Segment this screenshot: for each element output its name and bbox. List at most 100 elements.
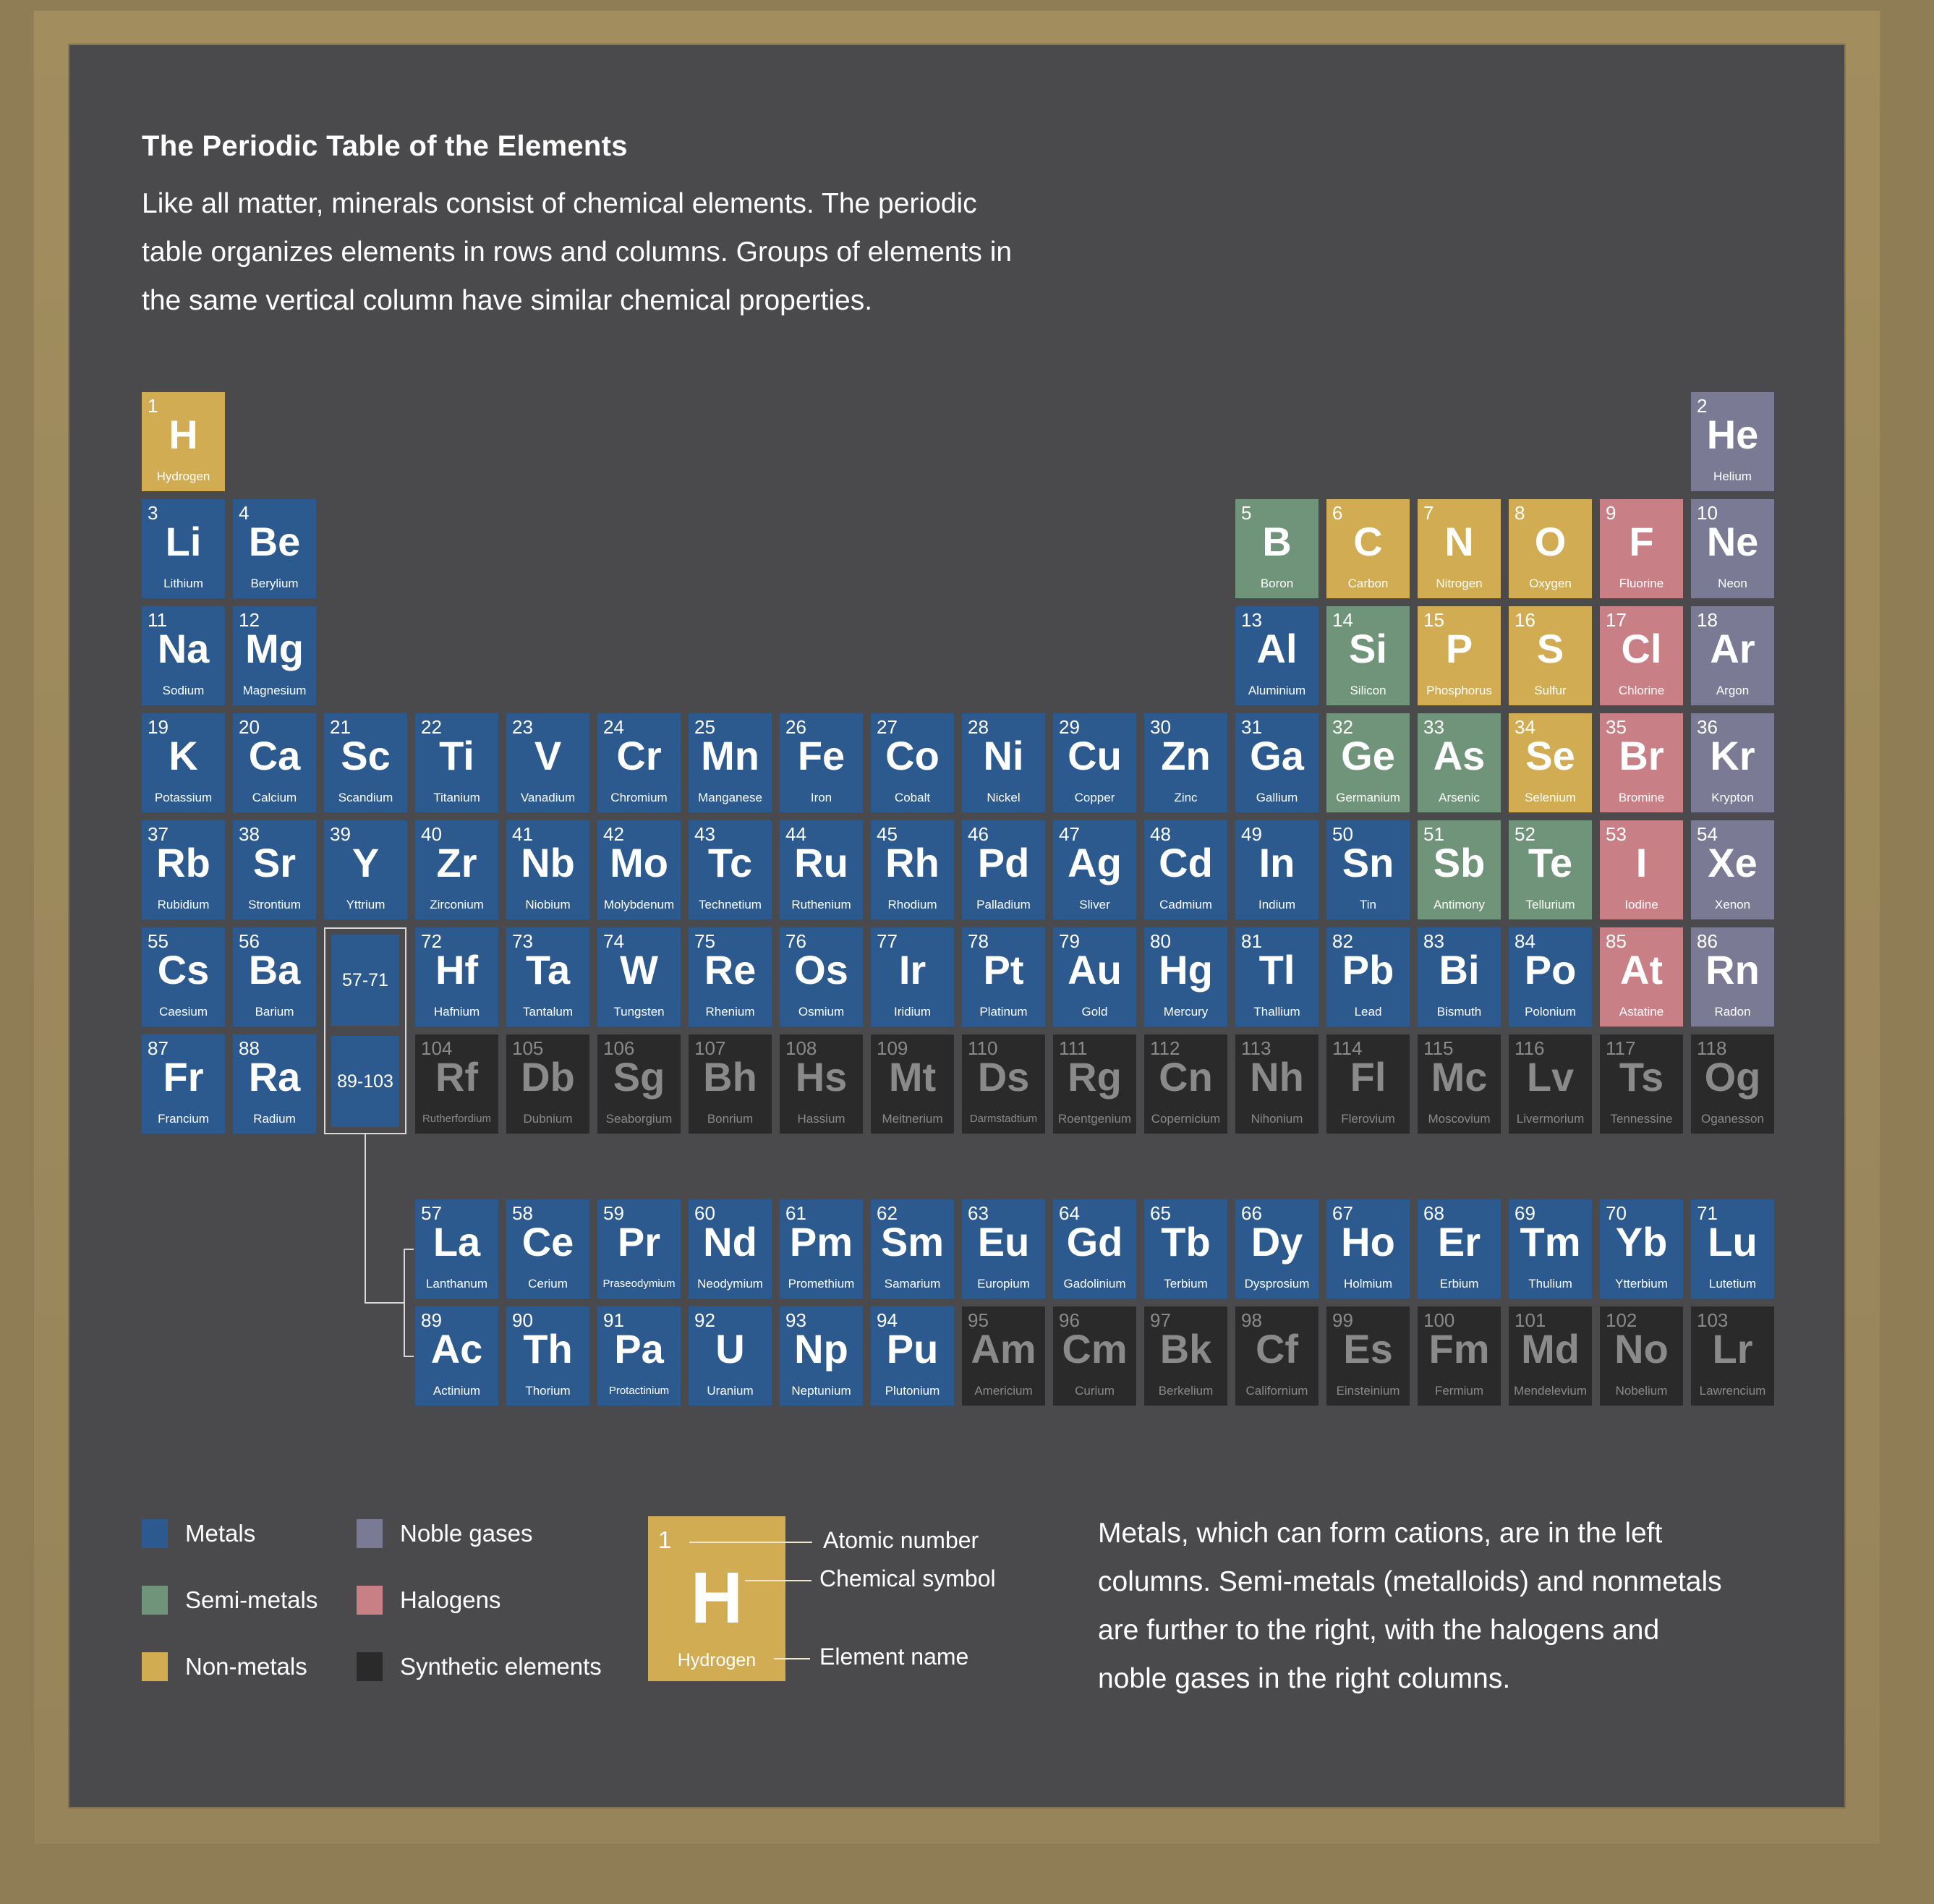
element-cell-bromine[interactable]: 35 Br Bromine: [1600, 713, 1683, 812]
element-cell-hydrogen[interactable]: 1 H Hydrogen: [142, 392, 225, 491]
element-cell-nickel[interactable]: 28 Ni Nickel: [962, 713, 1045, 812]
actinide-series-box[interactable]: 89-103: [331, 1036, 399, 1127]
element-cell-thorium[interactable]: 90 Th Thorium: [506, 1306, 589, 1406]
element-cell-nobelium[interactable]: 102 No Nobelium: [1600, 1306, 1683, 1406]
element-cell-rutherfordium[interactable]: 104 Rf Rutherfordium: [415, 1034, 498, 1134]
element-cell-oxygen[interactable]: 8 O Oxygen: [1509, 499, 1592, 598]
element-cell-gadolinium[interactable]: 64 Gd Gadolinium: [1053, 1199, 1136, 1299]
element-cell-thulium[interactable]: 69 Tm Thulium: [1509, 1199, 1592, 1299]
element-cell-niobium[interactable]: 41 Nb Niobium: [506, 820, 589, 919]
element-cell-osmium[interactable]: 76 Os Osmium: [780, 927, 863, 1027]
element-cell-promethium[interactable]: 61 Pm Promethium: [780, 1199, 863, 1299]
lanthanide-series-box[interactable]: 57-71: [331, 935, 399, 1026]
element-cell-copernicium[interactable]: 112 Cn Copernicium: [1144, 1034, 1227, 1134]
element-cell-radon[interactable]: 86 Rn Radon: [1691, 927, 1774, 1027]
element-cell-mendelevium[interactable]: 101 Md Mendelevium: [1509, 1306, 1592, 1406]
element-cell-iron[interactable]: 26 Fe Iron: [780, 713, 863, 812]
element-cell-oganesson[interactable]: 118 Og Oganesson: [1691, 1034, 1774, 1134]
element-cell-copper[interactable]: 29 Cu Copper: [1053, 713, 1136, 812]
element-cell-berkelium[interactable]: 97 Bk Berkelium: [1144, 1306, 1227, 1406]
element-cell-neon[interactable]: 10 Ne Neon: [1691, 499, 1774, 598]
element-cell-mercury[interactable]: 80 Hg Mercury: [1144, 927, 1227, 1027]
element-cell-meitnerium[interactable]: 109 Mt Meitnerium: [871, 1034, 954, 1134]
element-cell-livermorium[interactable]: 116 Lv Livermorium: [1509, 1034, 1592, 1134]
element-cell-technetium[interactable]: 43 Tc Technetium: [689, 820, 772, 919]
element-cell-sodium[interactable]: 11 Na Sodium: [142, 606, 225, 705]
element-cell-astatine[interactable]: 85 At Astatine: [1600, 927, 1683, 1027]
element-cell-samarium[interactable]: 62 Sm Samarium: [871, 1199, 954, 1299]
element-cell-protactinium[interactable]: 91 Pa Protactinium: [597, 1306, 681, 1406]
element-cell-calcium[interactable]: 20 Ca Calcium: [233, 713, 316, 812]
element-cell-krypton[interactable]: 36 Kr Krypton: [1691, 713, 1774, 812]
element-cell-iodine[interactable]: 53 I Iodine: [1600, 820, 1683, 919]
element-cell-cobalt[interactable]: 27 Co Cobalt: [871, 713, 954, 812]
element-cell-sliver[interactable]: 47 Ag Sliver: [1053, 820, 1136, 919]
element-cell-lutetium[interactable]: 71 Lu Lutetium: [1691, 1199, 1774, 1299]
element-cell-iridium[interactable]: 77 Ir Iridium: [871, 927, 954, 1027]
element-cell-zinc[interactable]: 30 Zn Zinc: [1144, 713, 1227, 812]
element-cell-chlorine[interactable]: 17 Cl Chlorine: [1600, 606, 1683, 705]
element-cell-cadmium[interactable]: 48 Cd Cadmium: [1144, 820, 1227, 919]
element-cell-lead[interactable]: 82 Pb Lead: [1326, 927, 1410, 1027]
element-cell-fermium[interactable]: 100 Fm Fermium: [1418, 1306, 1501, 1406]
element-cell-tungsten[interactable]: 74 W Tungsten: [597, 927, 681, 1027]
element-cell-lawrencium[interactable]: 103 Lr Lawrencium: [1691, 1306, 1774, 1406]
element-cell-curium[interactable]: 96 Cm Curium: [1053, 1306, 1136, 1406]
element-cell-helium[interactable]: 2 He Helium: [1691, 392, 1774, 491]
element-cell-sulfur[interactable]: 16 S Sulfur: [1509, 606, 1592, 705]
element-cell-berylium[interactable]: 4 Be Berylium: [233, 499, 316, 598]
element-cell-palladium[interactable]: 46 Pd Palladium: [962, 820, 1045, 919]
element-cell-magnesium[interactable]: 12 Mg Magnesium: [233, 606, 316, 705]
element-cell-indium[interactable]: 49 In Indium: [1235, 820, 1319, 919]
element-cell-nihonium[interactable]: 113 Nh Nihonium: [1235, 1034, 1319, 1134]
element-cell-rhodium[interactable]: 45 Rh Rhodium: [871, 820, 954, 919]
element-cell-francium[interactable]: 87 Fr Francium: [142, 1034, 225, 1134]
element-cell-xenon[interactable]: 54 Xe Xenon: [1691, 820, 1774, 919]
element-cell-ytterbium[interactable]: 70 Yb Ytterbium: [1600, 1199, 1683, 1299]
element-cell-potassium[interactable]: 19 K Potassium: [142, 713, 225, 812]
element-cell-holmium[interactable]: 67 Ho Holmium: [1326, 1199, 1410, 1299]
element-cell-tennessine[interactable]: 117 Ts Tennessine: [1600, 1034, 1683, 1134]
element-cell-manganese[interactable]: 25 Mn Manganese: [689, 713, 772, 812]
element-cell-phosphorus[interactable]: 15 P Phosphorus: [1418, 606, 1501, 705]
element-cell-thallium[interactable]: 81 Tl Thallium: [1235, 927, 1319, 1027]
element-cell-actinium[interactable]: 89 Ac Actinium: [415, 1306, 498, 1406]
element-cell-tellurium[interactable]: 52 Te Tellurium: [1509, 820, 1592, 919]
element-cell-cerium[interactable]: 58 Ce Cerium: [506, 1199, 589, 1299]
element-cell-moscovium[interactable]: 115 Mc Moscovium: [1418, 1034, 1501, 1134]
element-cell-darmstadtium[interactable]: 110 Ds Darmstadtium: [962, 1034, 1045, 1134]
element-cell-fluorine[interactable]: 9 F Fluorine: [1600, 499, 1683, 598]
element-cell-silicon[interactable]: 14 Si Silicon: [1326, 606, 1410, 705]
element-cell-rubidium[interactable]: 37 Rb Rubidium: [142, 820, 225, 919]
element-cell-antimony[interactable]: 51 Sb Antimony: [1418, 820, 1501, 919]
element-cell-rhenium[interactable]: 75 Re Rhenium: [689, 927, 772, 1027]
element-cell-hassium[interactable]: 108 Hs Hassium: [780, 1034, 863, 1134]
element-cell-ruthenium[interactable]: 44 Ru Ruthenium: [780, 820, 863, 919]
element-cell-californium[interactable]: 98 Cf Californium: [1235, 1306, 1319, 1406]
element-cell-neptunium[interactable]: 93 Np Neptunium: [780, 1306, 863, 1406]
element-cell-argon[interactable]: 18 Ar Argon: [1691, 606, 1774, 705]
element-cell-nitrogen[interactable]: 7 N Nitrogen: [1418, 499, 1501, 598]
element-cell-zirconium[interactable]: 40 Zr Zirconium: [415, 820, 498, 919]
element-cell-gallium[interactable]: 31 Ga Gallium: [1235, 713, 1319, 812]
element-cell-caesium[interactable]: 55 Cs Caesium: [142, 927, 225, 1027]
element-cell-tin[interactable]: 50 Sn Tin: [1326, 820, 1410, 919]
element-cell-molybdenum[interactable]: 42 Mo Molybdenum: [597, 820, 681, 919]
element-cell-germanium[interactable]: 32 Ge Germanium: [1326, 713, 1410, 812]
element-cell-hafnium[interactable]: 72 Hf Hafnium: [415, 927, 498, 1027]
element-cell-scandium[interactable]: 21 Sc Scandium: [324, 713, 407, 812]
element-cell-strontium[interactable]: 38 Sr Strontium: [233, 820, 316, 919]
element-cell-lithium[interactable]: 3 Li Lithium: [142, 499, 225, 598]
element-cell-seaborgium[interactable]: 106 Sg Seaborgium: [597, 1034, 681, 1134]
element-cell-tantalum[interactable]: 73 Ta Tantalum: [506, 927, 589, 1027]
element-cell-terbium[interactable]: 65 Tb Terbium: [1144, 1199, 1227, 1299]
element-cell-selenium[interactable]: 34 Se Selenium: [1509, 713, 1592, 812]
element-cell-dysprosium[interactable]: 66 Dy Dysprosium: [1235, 1199, 1319, 1299]
element-cell-lanthanum[interactable]: 57 La Lanthanum: [415, 1199, 498, 1299]
element-cell-arsenic[interactable]: 33 As Arsenic: [1418, 713, 1501, 812]
element-cell-americium[interactable]: 95 Am Americium: [962, 1306, 1045, 1406]
element-cell-radium[interactable]: 88 Ra Radium: [233, 1034, 316, 1134]
element-cell-europium[interactable]: 63 Eu Europium: [962, 1199, 1045, 1299]
element-cell-aluminium[interactable]: 13 Al Aluminium: [1235, 606, 1319, 705]
element-cell-plutonium[interactable]: 94 Pu Plutonium: [871, 1306, 954, 1406]
